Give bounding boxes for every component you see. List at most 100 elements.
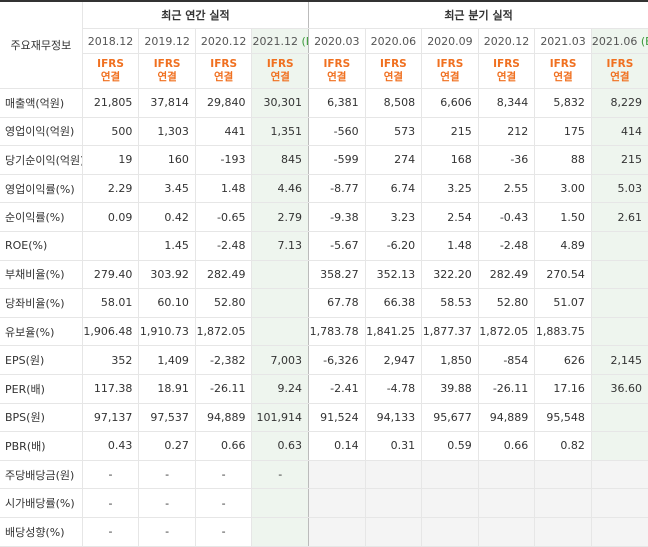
period-header: 2019.12: [138, 28, 196, 54]
table-cell: [251, 288, 309, 318]
table-cell: 6,606: [421, 88, 479, 118]
table-cell: 52.80: [477, 288, 535, 318]
table-cell: 1,872.05: [194, 317, 252, 347]
table-cell: 0.27: [138, 431, 196, 461]
table-cell: 845: [251, 145, 309, 175]
table-cell: -0.43: [477, 202, 535, 232]
table-cell: -36: [477, 145, 535, 175]
table-cell: 322.20: [421, 259, 479, 290]
table-cell: 1.50: [534, 202, 592, 232]
table-cell: 352.13: [364, 259, 422, 290]
table-cell: 2.79: [251, 202, 309, 232]
table-cell: -854: [477, 345, 535, 375]
table-cell: 270.54: [534, 259, 592, 290]
table-cell: 160: [138, 145, 196, 175]
table-row: 시가배당률(%) - - -: [0, 488, 648, 518]
row-label: EPS(원): [0, 345, 83, 375]
ifrs-label: IFRS 연결: [421, 53, 479, 89]
table-cell: [308, 517, 366, 547]
table-cell: 8,344: [477, 88, 535, 118]
table-cell: 101,914: [251, 403, 309, 433]
table-cell: 94,889: [194, 403, 252, 433]
table-cell: -: [81, 488, 139, 518]
table-cell: 500: [81, 117, 139, 147]
table-row: 순이익률(%) 0.09 0.42 -0.65 2.79 -9.38 3.23 2.54 -0.…: [0, 202, 648, 232]
table-cell: -: [138, 517, 196, 547]
period-header: 2018.12: [81, 28, 139, 54]
table-cell: [251, 259, 309, 290]
table-cell: [251, 517, 309, 547]
row-header-title: 주요재무정보: [0, 0, 83, 89]
table-cell: [477, 459, 535, 490]
table-cell: 19: [81, 145, 139, 175]
table-cell: 9.24: [251, 374, 309, 404]
table-cell: [81, 231, 139, 261]
table-cell: 626: [534, 345, 592, 375]
table-cell: 21,805: [81, 88, 139, 118]
table-cell: -4.78: [364, 374, 422, 404]
table-cell: 1.45: [138, 231, 196, 261]
table-cell: [251, 317, 309, 347]
period-group-header-row: 주요재무정보 최근 연간 실적 최근 분기 실적: [0, 0, 648, 89]
table-cell: -: [194, 517, 252, 547]
ifrs-label: IFRS 연결: [308, 53, 366, 89]
table-cell: [590, 488, 648, 518]
table-cell: -193: [194, 145, 252, 175]
table-cell: 2.29: [81, 173, 139, 204]
table-cell: 0.82: [534, 431, 592, 461]
table-cell: -8.77: [308, 173, 366, 204]
table-cell: 6,381: [308, 88, 366, 118]
table-cell: -6.20: [364, 231, 422, 261]
table-cell: 215: [590, 145, 648, 175]
table-cell: 215: [421, 117, 479, 147]
ifrs-label: IFRS 연결: [251, 53, 309, 89]
table-cell: [308, 459, 366, 490]
row-label: 시가배당률(%): [0, 488, 83, 518]
row-label: 배당성향(%): [0, 517, 83, 547]
table-row: PBR(배) 0.43 0.27 0.66 0.63 0.14 0.31 0.59 0.66 0.…: [0, 431, 648, 461]
table-row: ROE(%) 1.45 -2.48 7.13 -5.67 -6.20 1.48 -2.48 4.…: [0, 231, 648, 261]
row-label: 부채비율(%): [0, 259, 83, 290]
quarter-title: 최근 분기 실적: [308, 0, 648, 29]
table-cell: 1,877.37: [421, 317, 479, 347]
table-cell: [590, 259, 648, 290]
table-cell: [590, 288, 648, 318]
table-cell: -2.48: [477, 231, 535, 261]
row-label: 영업이익률(%): [0, 173, 83, 204]
table-cell: -: [81, 459, 139, 490]
table-cell: [421, 459, 479, 490]
table-cell: 2,947: [364, 345, 422, 375]
table-cell: 39.88: [421, 374, 479, 404]
row-label: 당기순이익(억원): [0, 145, 83, 175]
table-cell: 0.14: [308, 431, 366, 461]
table-cell: -: [194, 488, 252, 518]
table-row: 당기순이익(억원) 19 160 -193 845 -599 274 168 -36 88 215: [0, 145, 648, 175]
period-label: 2020.06: [370, 34, 417, 48]
table-cell: 4.46: [251, 173, 309, 204]
table-cell: [590, 231, 648, 261]
row-label: 유보율(%): [0, 317, 83, 347]
table-cell: 441: [194, 117, 252, 147]
table-cell: 0.66: [477, 431, 535, 461]
table-cell: 1,883.75: [534, 317, 592, 347]
period-header: 2020.09: [421, 28, 479, 54]
table-row: 당좌비율(%) 58.01 60.10 52.80 67.78 66.38 58.53 52.…: [0, 288, 648, 318]
period-label: 2020.03: [314, 34, 360, 48]
table-cell: 97,537: [138, 403, 196, 433]
ifrs-label: IFRS 연결: [81, 53, 139, 89]
table-row: 매출액(억원) 21,805 37,814 29,840 30,301 6,381 8,50…: [0, 88, 648, 118]
period-label: 2018.12: [87, 34, 134, 48]
table-cell: 0.59: [421, 431, 479, 461]
period-row: 2018.12 2019.12 2020.12 2021.12 (E) 2020.03 2…: [0, 28, 648, 54]
table-cell: 1,409: [138, 345, 196, 375]
table-cell: 212: [477, 117, 535, 147]
row-label: 순이익률(%): [0, 202, 83, 232]
table-row: 영업이익(억원) 500 1,303 441 1,351 -560 573 215 212 175…: [0, 117, 648, 147]
table-cell: 3.45: [138, 173, 196, 204]
ifrs-label: IFRS 연결: [590, 53, 648, 89]
period-label: 2020.09: [427, 34, 473, 48]
table-cell: 94,889: [477, 403, 535, 433]
ifrs-label: IFRS 연결: [477, 53, 535, 89]
table-cell: [477, 488, 535, 518]
table-cell: 1,351: [251, 117, 309, 147]
